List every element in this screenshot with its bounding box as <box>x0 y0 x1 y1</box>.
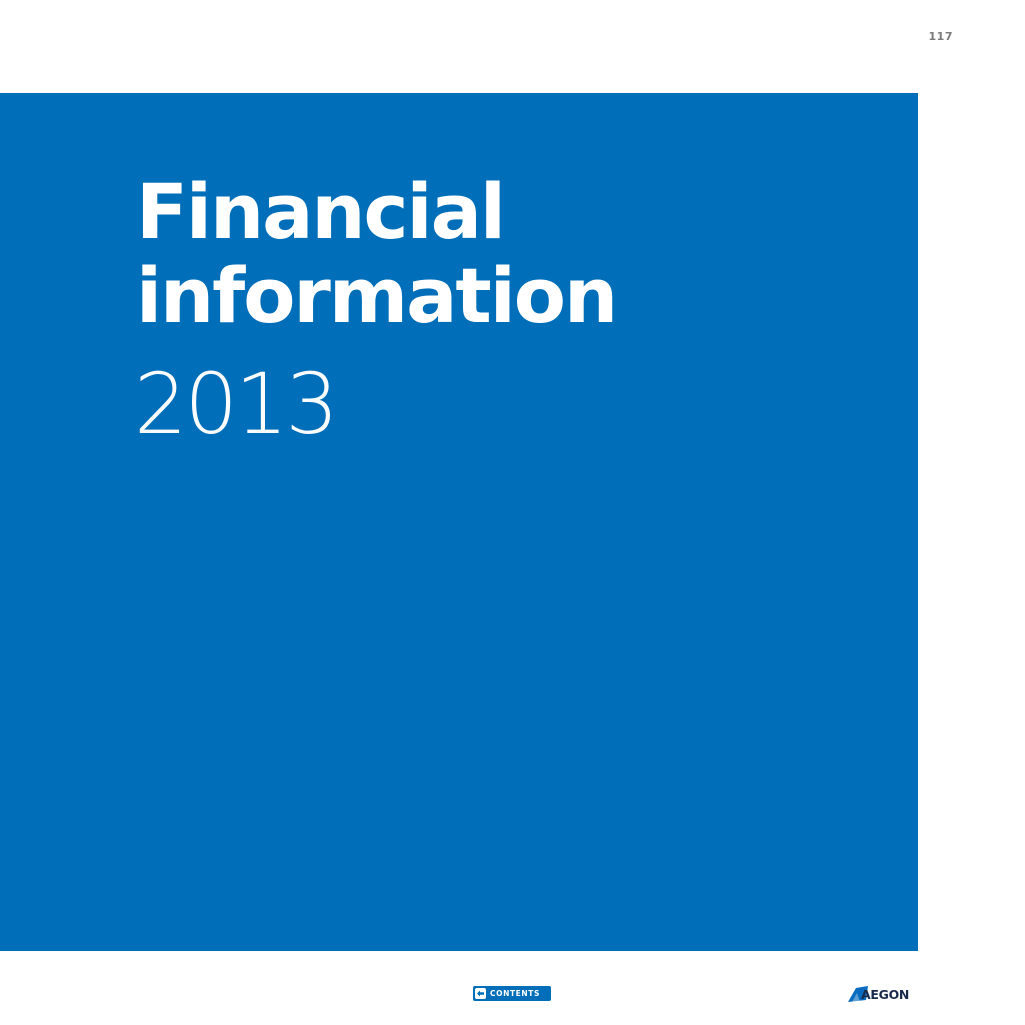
title-line-2: information <box>136 251 618 340</box>
page-number: 117 <box>928 30 953 43</box>
aegon-logo: AEGON <box>848 984 910 1006</box>
page-title: Financial information <box>136 167 618 340</box>
back-arrow-icon <box>475 988 486 999</box>
logo-text: AEGON <box>861 986 910 1002</box>
cover-panel <box>0 93 918 951</box>
contents-button[interactable]: CONTENTS <box>473 986 551 1001</box>
report-year: 2013 <box>134 355 339 453</box>
title-line-1: Financial <box>136 167 506 256</box>
aegon-logo-mark-icon <box>848 986 868 1002</box>
contents-label: CONTENTS <box>490 989 540 998</box>
